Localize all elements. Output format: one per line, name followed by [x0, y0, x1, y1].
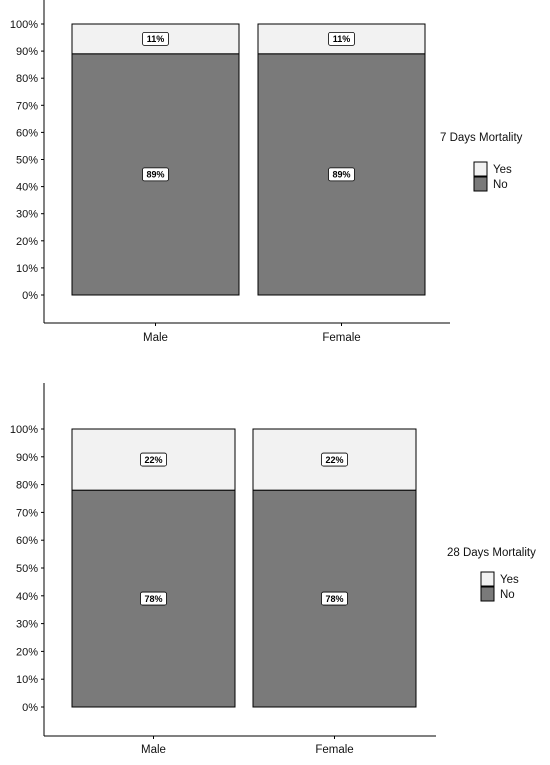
data-label-box	[328, 32, 355, 46]
y-tick-label: 80%	[16, 480, 38, 492]
legend-label-no: No	[493, 179, 508, 191]
data-label-yes: 22%	[144, 455, 162, 465]
y-tick-label: 50%	[16, 563, 38, 575]
data-label-yes: 22%	[325, 455, 343, 465]
x-category-label: Female	[322, 332, 360, 344]
legend-swatch-yes	[480, 571, 495, 587]
y-tick-label: 60%	[16, 535, 38, 547]
legend-swatch-yes	[473, 161, 488, 177]
y-tick-label: 40%	[16, 591, 38, 603]
legend-swatch-no	[473, 176, 488, 192]
data-label-no: 89%	[146, 170, 164, 180]
y-tick-label: 70%	[16, 507, 38, 519]
data-label-box	[328, 167, 355, 182]
legend-label-yes: Yes	[493, 164, 512, 176]
y-tick-label: 30%	[16, 619, 38, 631]
data-label-yes: 11%	[147, 34, 165, 44]
x-category-label: Male	[141, 744, 166, 756]
y-tick-label: 40%	[16, 182, 38, 194]
y-tick-label: 10%	[16, 674, 38, 686]
data-label-box	[142, 167, 169, 182]
y-tick-label: 30%	[16, 209, 38, 221]
data-label-box	[140, 452, 167, 467]
data-label-no: 78%	[144, 594, 162, 604]
y-tick-label: 60%	[16, 127, 38, 139]
chart-7-days-mortality: 0% 10% 20% 30% 40% 50% 60% 70% 80% 90% 100% 11% 89% M…	[0, 0, 550, 382]
y-tick-label: 90%	[16, 46, 38, 58]
y-tick-label: 100%	[10, 19, 38, 31]
data-label-no: 78%	[325, 594, 343, 604]
y-tick-label: 50%	[16, 155, 38, 167]
legend-label-yes: Yes	[500, 574, 519, 586]
legend-label-no: No	[500, 589, 515, 601]
y-tick-label: 100%	[10, 424, 38, 436]
data-label-no: 89%	[332, 170, 350, 180]
data-label-box	[321, 452, 348, 467]
legend-title: 7 Days Mortality	[440, 132, 523, 144]
data-label-box	[142, 32, 169, 46]
y-tick-label: 10%	[16, 263, 38, 275]
y-tick-label: 20%	[16, 236, 38, 248]
data-label-box	[321, 591, 348, 606]
y-tick-label: 80%	[16, 73, 38, 85]
y-tick-label: 20%	[16, 646, 38, 658]
data-label-yes: 11%	[333, 34, 351, 44]
chart-28-days-mortality: 0% 10% 20% 30% 40% 50% 60% 70% 80% 90% 100% 22% 78% M…	[0, 383, 550, 765]
x-category-label: Male	[143, 332, 168, 344]
data-label-box	[140, 591, 167, 606]
legend-swatch-no	[480, 586, 495, 602]
y-tick-label: 90%	[16, 452, 38, 464]
y-tick-label: 0%	[22, 290, 38, 302]
chart-svg: 0% 10% 20% 30% 40% 50% 60% 70% 80% 90% 100% 11% 89% M…	[10, 0, 523, 344]
y-tick-label: 0%	[22, 702, 38, 714]
y-tick-label: 70%	[16, 100, 38, 112]
x-category-label: Female	[315, 744, 353, 756]
chart-svg: 0% 10% 20% 30% 40% 50% 60% 70% 80% 90% 100% 22% 78% M…	[10, 383, 536, 756]
legend-title: 28 Days Mortality	[447, 547, 536, 559]
